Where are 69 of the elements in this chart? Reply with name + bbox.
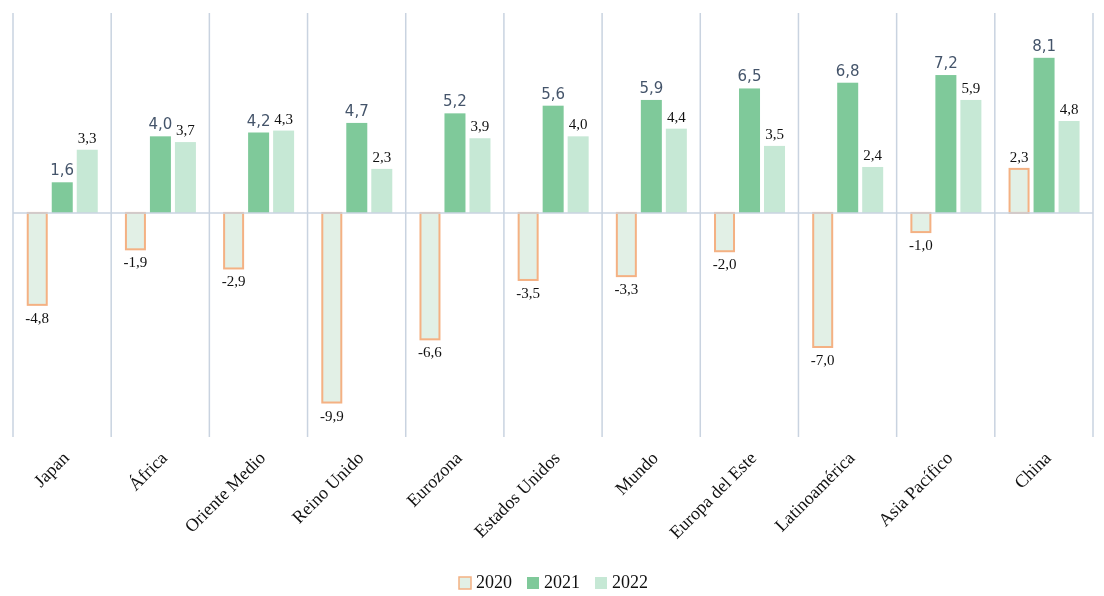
data-label: -4,8 (25, 309, 50, 326)
data-label: 3,7 (176, 122, 196, 139)
data-label: -1,0 (909, 237, 933, 254)
data-label: 3,3 (77, 129, 97, 146)
bar (640, 99, 662, 213)
data-label: 7,2 (933, 54, 958, 73)
bar (346, 122, 368, 213)
bar (665, 128, 687, 213)
data-label: -6,6 (418, 344, 443, 361)
data-label: 5,2 (443, 92, 467, 111)
legend-label: 2021 (544, 572, 580, 593)
data-label: 5,9 (639, 78, 664, 97)
legend-label: 2022 (612, 572, 648, 593)
bar (469, 138, 491, 213)
data-label: 5,9 (961, 79, 981, 96)
bar (419, 211, 441, 341)
bar (1033, 57, 1055, 213)
data-label: 8,1 (1032, 36, 1056, 55)
bar (51, 182, 73, 213)
bar (174, 142, 196, 213)
bar (739, 88, 761, 213)
bar (223, 211, 245, 270)
bar (517, 211, 539, 281)
bar (149, 136, 171, 213)
bar (1008, 167, 1030, 214)
data-label: 2,4 (863, 146, 883, 163)
data-label: 4,0 (568, 116, 588, 133)
data-label: 6,5 (737, 67, 762, 86)
data-label: -7,0 (810, 351, 835, 368)
data-label: 4,7 (344, 101, 369, 120)
bar (124, 211, 146, 251)
bar (321, 211, 343, 404)
data-label: 4,3 (274, 110, 293, 127)
data-label: 3,5 (765, 125, 784, 142)
bar (26, 211, 48, 306)
bar (615, 211, 637, 278)
data-label: 1,6 (50, 161, 75, 180)
bar (837, 82, 859, 213)
bar (935, 75, 957, 213)
bar (714, 211, 736, 253)
bar (444, 113, 466, 213)
data-label: 4,4 (666, 108, 687, 125)
data-label: -3,5 (516, 284, 541, 301)
bar (910, 211, 932, 234)
legend-label: 2020 (476, 572, 512, 593)
bar (371, 168, 393, 213)
bar (1058, 121, 1080, 213)
bar (567, 136, 589, 213)
data-label: -3,3 (614, 281, 639, 298)
data-label: 4,8 (1059, 101, 1079, 118)
data-label: 4,2 (246, 111, 271, 130)
bar (812, 211, 834, 348)
data-label: 2,3 (1009, 148, 1029, 165)
bar (960, 99, 982, 213)
bar (248, 132, 270, 213)
bar (76, 149, 98, 213)
bar (862, 166, 884, 213)
bar (764, 145, 786, 213)
data-label: 5,6 (541, 84, 566, 103)
bar (542, 105, 564, 213)
data-label: -2,9 (221, 273, 246, 290)
data-label: -2,0 (712, 256, 737, 273)
data-label: -1,9 (123, 254, 148, 271)
data-label: 6,8 (835, 61, 860, 80)
data-label: 4,0 (148, 115, 173, 134)
bar (273, 130, 295, 213)
data-label: -9,9 (319, 407, 344, 424)
data-label: 2,3 (372, 148, 392, 165)
data-label: 3,9 (470, 118, 490, 135)
